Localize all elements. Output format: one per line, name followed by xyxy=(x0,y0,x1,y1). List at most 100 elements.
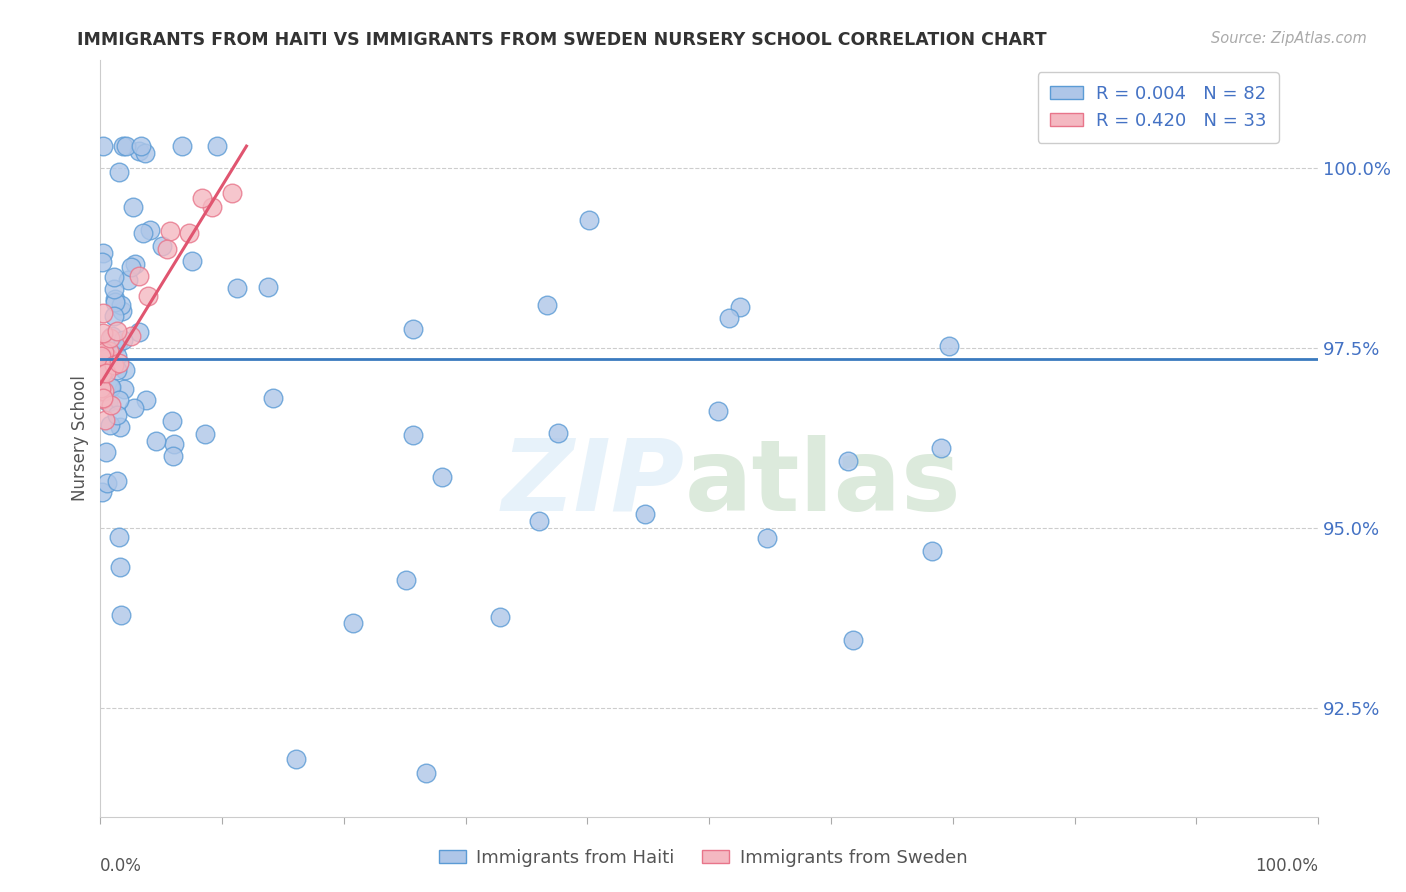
Point xyxy=(98,379,121,393)
Point xyxy=(225,281,247,295)
Point xyxy=(105,474,128,488)
Point xyxy=(91,245,114,260)
Point xyxy=(91,484,114,499)
Point xyxy=(205,139,228,153)
Point xyxy=(842,633,865,648)
Point xyxy=(938,339,960,353)
Point xyxy=(93,352,115,367)
Point xyxy=(108,356,131,370)
Point xyxy=(93,391,115,405)
Point xyxy=(103,282,125,296)
Point xyxy=(124,257,146,271)
Point xyxy=(103,358,125,372)
Point xyxy=(718,310,741,325)
Legend: Immigrants from Haiti, Immigrants from Sweden: Immigrants from Haiti, Immigrants from S… xyxy=(432,842,974,874)
Point xyxy=(257,280,280,294)
Point xyxy=(929,441,952,455)
Point xyxy=(90,349,112,363)
Point xyxy=(111,139,134,153)
Point xyxy=(107,336,129,351)
Point xyxy=(90,384,112,398)
Point xyxy=(488,610,510,624)
Point xyxy=(152,239,174,253)
Point xyxy=(122,200,145,214)
Point xyxy=(110,298,132,312)
Point xyxy=(131,139,153,153)
Point xyxy=(107,165,129,179)
Point xyxy=(156,243,179,257)
Point xyxy=(108,530,131,544)
Point xyxy=(93,359,115,374)
Point xyxy=(120,260,142,274)
Text: Source: ZipAtlas.com: Source: ZipAtlas.com xyxy=(1211,31,1367,46)
Point xyxy=(98,417,121,432)
Point xyxy=(93,362,115,376)
Point xyxy=(91,367,114,381)
Point xyxy=(180,254,202,268)
Point xyxy=(190,191,212,205)
Point xyxy=(707,404,730,418)
Point xyxy=(170,139,193,153)
Point xyxy=(342,615,364,630)
Point xyxy=(100,380,122,394)
Point xyxy=(98,331,121,345)
Point xyxy=(402,321,425,335)
Point xyxy=(93,413,115,427)
Point xyxy=(101,329,124,343)
Text: ZIP: ZIP xyxy=(502,435,685,532)
Point xyxy=(139,223,162,237)
Point xyxy=(536,298,558,312)
Point xyxy=(134,146,156,161)
Point xyxy=(578,212,600,227)
Point xyxy=(159,224,181,238)
Point xyxy=(97,351,120,365)
Point xyxy=(145,434,167,448)
Point xyxy=(103,270,125,285)
Point xyxy=(131,227,153,241)
Point xyxy=(285,752,308,766)
Point xyxy=(122,401,145,416)
Point xyxy=(162,414,184,428)
Point xyxy=(97,395,120,409)
Point xyxy=(135,392,157,407)
Legend: R = 0.004   N = 82, R = 0.420   N = 33: R = 0.004 N = 82, R = 0.420 N = 33 xyxy=(1038,72,1278,143)
Point xyxy=(108,419,131,434)
Point xyxy=(94,366,117,380)
Point xyxy=(103,309,125,323)
Point xyxy=(90,381,112,395)
Point xyxy=(128,268,150,283)
Point xyxy=(90,255,112,269)
Point xyxy=(402,428,425,442)
Point xyxy=(837,454,859,468)
Point xyxy=(105,324,128,338)
Point xyxy=(91,306,114,320)
Point xyxy=(110,608,132,623)
Point xyxy=(93,345,115,359)
Point xyxy=(104,292,127,306)
Point xyxy=(527,514,550,528)
Point xyxy=(194,426,217,441)
Point xyxy=(108,559,131,574)
Text: 0.0%: 0.0% xyxy=(100,856,142,875)
Point xyxy=(136,288,159,302)
Text: 100.0%: 100.0% xyxy=(1256,856,1319,875)
Point xyxy=(921,544,943,558)
Point xyxy=(177,227,200,241)
Point xyxy=(90,368,112,383)
Point xyxy=(114,362,136,376)
Point xyxy=(162,449,184,463)
Point xyxy=(728,300,751,314)
Point xyxy=(395,573,418,587)
Point xyxy=(162,437,184,451)
Point xyxy=(91,139,114,153)
Point xyxy=(115,139,138,153)
Point xyxy=(120,329,142,343)
Point xyxy=(634,507,657,521)
Point xyxy=(128,326,150,340)
Point xyxy=(90,342,112,356)
Point xyxy=(112,383,135,397)
Point xyxy=(103,295,125,310)
Point xyxy=(96,445,118,459)
Text: IMMIGRANTS FROM HAITI VS IMMIGRANTS FROM SWEDEN NURSERY SCHOOL CORRELATION CHART: IMMIGRANTS FROM HAITI VS IMMIGRANTS FROM… xyxy=(77,31,1047,49)
Point xyxy=(105,408,128,422)
